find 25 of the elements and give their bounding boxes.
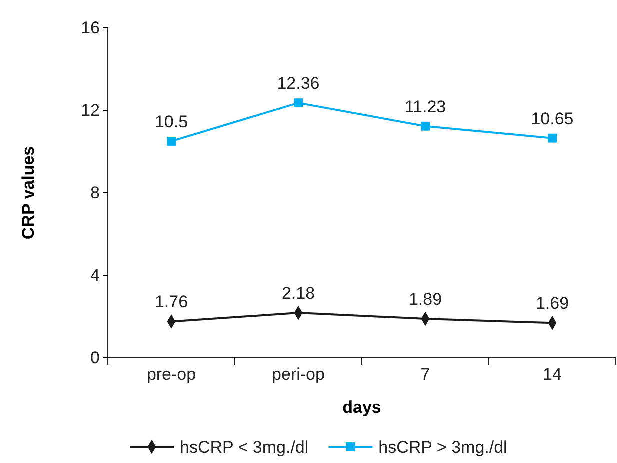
y-tick-label: 16 [81,18,100,38]
data-label: 1.69 [536,294,570,314]
x-tick-label: peri-op [272,365,325,384]
y-tick-label: 12 [81,100,100,120]
point [421,122,430,131]
legend-label: hsCRP > 3mg./dl [378,438,508,457]
data-label: 10.65 [531,109,574,128]
point [167,136,176,146]
point [294,98,303,108]
x-tick-label: pre-op [146,365,196,384]
y-tick-label: 0 [90,348,100,368]
point [548,134,557,143]
y-tick-label: 8 [90,183,100,202]
x-tick-label: 7 [420,365,430,384]
y-tick-label: 4 [90,266,100,285]
data-label: 1.76 [154,292,188,312]
data-label: 12.36 [277,74,320,94]
y-axis-title: CRP values [19,146,38,240]
data-label: 11.23 [404,97,446,116]
data-label: 1.89 [408,290,442,310]
x-axis-title: days [342,398,382,417]
legend-label: hsCRP < 3mg./dl [180,438,309,457]
data-label: 10.5 [154,112,188,132]
x-tick-label: 14 [543,365,562,384]
data-label: 2.18 [282,284,316,304]
